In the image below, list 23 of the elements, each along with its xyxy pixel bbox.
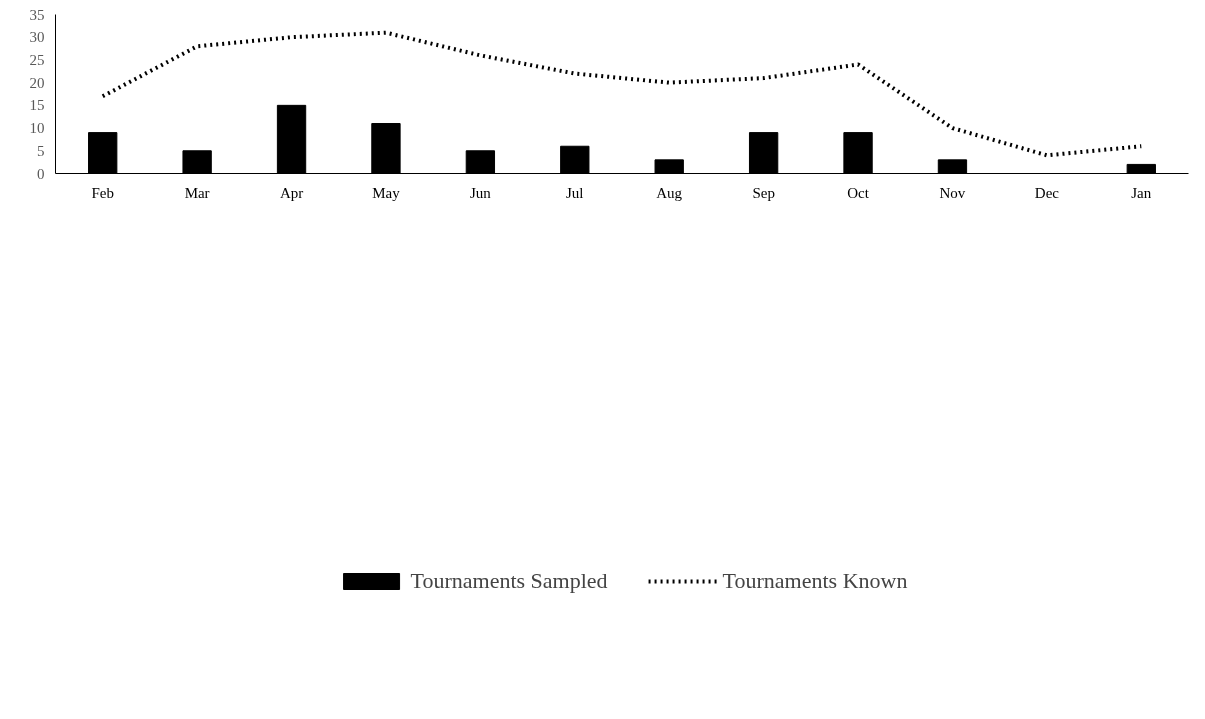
y-tick-label: 10 (29, 120, 45, 137)
y-tick-label: 5 (37, 142, 45, 159)
y-tick-label: 15 (29, 97, 45, 114)
y-tick-label: 25 (29, 51, 45, 68)
legend-label: Tournaments Sampled (410, 567, 608, 594)
x-tick-label: Dec (1034, 184, 1060, 201)
x-tick-label: Nov (939, 184, 966, 201)
y-tick-label: 30 (29, 29, 45, 46)
x-tick-label: May (372, 184, 401, 201)
x-tick-label: Feb (91, 184, 114, 201)
x-tick-label: Sep (752, 184, 775, 201)
x-tick-label: Aug (656, 184, 683, 201)
x-tick-label: Jan (1131, 184, 1152, 201)
y-tick-label: 20 (29, 74, 45, 91)
x-tick-label: Oct (847, 184, 870, 201)
y-tick-label: 0 (37, 165, 45, 182)
line-series (100, 30, 1144, 158)
x-tick-label: Apr (279, 184, 304, 201)
legend-label: Tournaments Known (722, 567, 908, 594)
y-tick-label: 35 (29, 6, 45, 23)
x-tick-label: Jun (469, 184, 492, 201)
x-tick-label: Jul (566, 184, 584, 201)
x-tick-label: Mar (184, 184, 210, 201)
